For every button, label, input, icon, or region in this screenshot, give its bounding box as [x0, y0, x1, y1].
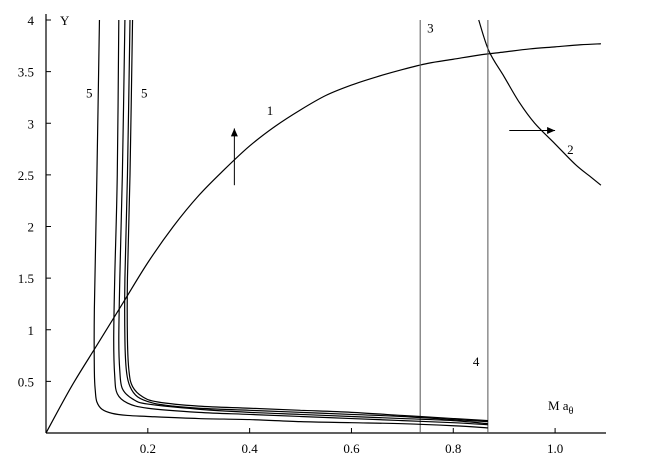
- series-label-5: 5: [86, 85, 93, 100]
- y-tick-label: 3: [28, 116, 35, 131]
- y-tick-label: 1.5: [18, 271, 34, 286]
- x-axis-label-main: M a: [548, 398, 569, 413]
- series-line-9: [126, 19, 488, 422]
- arrowhead-icon: [230, 128, 238, 137]
- y-tick-label: 4: [28, 13, 35, 28]
- x-tick-label: 0.6: [343, 441, 360, 456]
- series-line-5: [93, 19, 488, 429]
- x-tick-label: 0.2: [140, 441, 156, 456]
- series-line-8: [118, 19, 488, 425]
- arrows-group: [230, 126, 556, 186]
- y-axis-label: Y: [60, 13, 70, 28]
- series-label-3: 3: [427, 20, 434, 35]
- series-group: [45, 19, 602, 434]
- y-tick-label: 0.5: [18, 374, 34, 389]
- x-axis-label-subscript: θ: [569, 406, 574, 417]
- series-line-6: [124, 19, 488, 423]
- series-line-1: [45, 43, 601, 434]
- axes: [45, 14, 606, 434]
- series-label-4: 4: [473, 354, 480, 369]
- y-tick-label: 1: [28, 323, 35, 338]
- x-tick-label: 0.4: [242, 441, 259, 456]
- x-axis-label: M aθ: [548, 398, 574, 417]
- series-line-7: [113, 19, 488, 426]
- x-tick-label: 0.8: [445, 441, 461, 456]
- series-line-2: [478, 19, 602, 186]
- y-tick-label: 2: [28, 220, 35, 235]
- y-tick-label: 3.5: [18, 65, 34, 80]
- labels-group: 1 2 3 4 5 5: [86, 20, 574, 368]
- y-tick-label: 2.5: [18, 168, 34, 183]
- ticks: 0.2 0.4 0.6 0.8 1.0 0.5 1 1.5 2 2.5 3 3.5 4: [18, 13, 563, 456]
- arrowhead-icon: [547, 126, 556, 134]
- series-label-1: 1: [267, 103, 274, 118]
- series-label-2: 2: [567, 142, 574, 157]
- x-tick-label: 1.0: [547, 441, 563, 456]
- series-label-6: 5: [141, 85, 148, 100]
